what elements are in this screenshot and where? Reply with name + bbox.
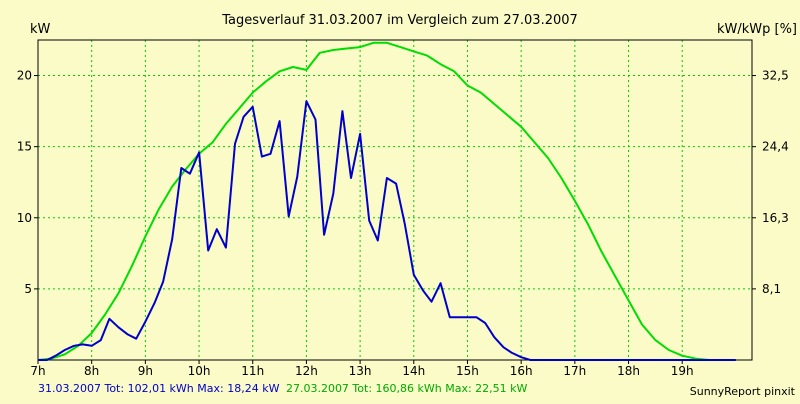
x-tick-label: 19h (671, 364, 694, 378)
footer-credit: SunnyReport pinxit (690, 385, 796, 398)
y-tick-label-left: 5 (24, 282, 32, 296)
chart-title: Tagesverlauf 31.03.2007 im Vergleich zum… (221, 13, 578, 28)
x-tick-label: 10h (188, 364, 211, 378)
y-tick-label-left: 10 (17, 211, 32, 225)
footer-series2: 27.03.2007 Tot: 160,86 kWh Max: 22,51 kW (286, 382, 528, 395)
y-tick-label-left: 20 (17, 69, 32, 83)
x-tick-label: 8h (84, 364, 99, 378)
footer-series1: 31.03.2007 Tot: 102,01 kWh Max: 18,24 kW (38, 382, 280, 395)
x-tick-label: 18h (617, 364, 640, 378)
grid (38, 40, 752, 360)
series-layer (37, 41, 736, 361)
x-tick-label: 12h (295, 364, 318, 378)
footer-legend: 31.03.2007 Tot: 102,01 kWh Max: 18,24 kW… (38, 382, 528, 395)
axis-ticks: 7h 8h 9h 10h 11h 12h 13h 14h 15h 16h 17h 18h 19h 5 8,1… (17, 69, 789, 378)
x-tick-label: 11h (241, 364, 264, 378)
y-tick-label-right: 32,5 (762, 69, 789, 83)
y-tick-label-right: 24,4 (762, 140, 789, 154)
x-tick-label: 7h (30, 364, 45, 378)
y-axis-right-label: kW/kWp [%] (717, 22, 797, 37)
y-tick-label-right: 16,3 (762, 211, 789, 225)
y-tick-label-left: 15 (17, 140, 32, 154)
x-tick-label: 13h (349, 364, 372, 378)
x-tick-label: 14h (402, 364, 425, 378)
x-tick-label: 17h (563, 364, 586, 378)
x-tick-label: 9h (138, 364, 153, 378)
x-tick-label: 15h (456, 364, 479, 378)
plot-frame (37, 39, 753, 361)
y-axis-left-label: kW (30, 22, 51, 37)
series-line-31-03-2007 (38, 100, 736, 361)
series-line-27-03-2007 (37, 41, 736, 361)
x-tick-label: 16h (510, 364, 533, 378)
y-tick-label-right: 8,1 (762, 282, 781, 296)
